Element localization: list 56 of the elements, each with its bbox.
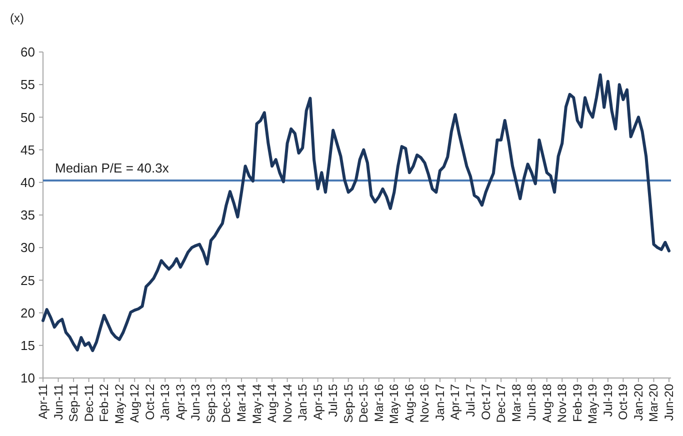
ref-line-label: Median P/E = 40.3x xyxy=(55,160,170,176)
x-tick-label: Sep-13 xyxy=(204,384,218,423)
x-tick-label: Nov-14 xyxy=(280,384,294,423)
y-tick-label: 20 xyxy=(20,305,35,320)
x-tick-label: Jan-17 xyxy=(432,384,447,421)
y-tick-label: 10 xyxy=(20,370,35,386)
y-tick-label: 40 xyxy=(20,174,35,190)
y-tick-label: 35 xyxy=(20,208,35,223)
x-tick-label: Dec-11 xyxy=(82,384,96,422)
x-tick-label: Jan-13 xyxy=(158,384,172,421)
x-tick-label: Oct-19 xyxy=(616,384,630,420)
x-tick-label: Mar-18 xyxy=(509,384,524,422)
x-tick-label: Feb-12 xyxy=(97,384,112,422)
y-axis-title: (x) xyxy=(10,11,24,25)
x-tick-label: Oct-12 xyxy=(142,384,157,420)
x-tick-label: Apr-17 xyxy=(448,384,462,420)
x-tick-label: Dec-15 xyxy=(356,384,371,423)
line-series xyxy=(42,73,670,352)
x-tick-label: Apr-13 xyxy=(173,384,188,420)
x-tick-label: Feb-19 xyxy=(570,384,584,422)
x-tick-label: Mar-20 xyxy=(646,384,661,422)
x-tick-label: Aug-14 xyxy=(265,384,280,423)
y-tick-label: 15 xyxy=(20,338,35,353)
x-tick-label: Jun-13 xyxy=(188,384,203,421)
y-tick-label: 50 xyxy=(20,110,35,125)
x-tick-label: Oct-17 xyxy=(478,384,493,420)
x-tick-label: Jul-19 xyxy=(600,384,615,417)
x-tick-label: Mar-16 xyxy=(372,384,386,422)
x-tick-label: Aug-18 xyxy=(540,384,554,423)
y-tick-label: 30 xyxy=(20,240,35,256)
x-tick-label: Jun-20 xyxy=(662,384,676,421)
y-tick-label: 55 xyxy=(20,77,35,92)
x-tick-label: May-19 xyxy=(586,384,600,424)
x-tick-label: Jun-11 xyxy=(51,384,66,420)
x-tick-label: May-12 xyxy=(112,384,126,424)
x-tick-label: May-16 xyxy=(387,384,402,424)
x-tick-label: Sep-15 xyxy=(341,384,356,423)
x-tick-label: Dec-17 xyxy=(494,384,508,423)
x-tick-label: Sep-11 xyxy=(66,384,81,422)
x-tick-label: Jan-15 xyxy=(296,384,310,421)
x-tick-label: Jul-15 xyxy=(326,384,340,417)
y-tick-label: 45 xyxy=(20,142,35,158)
x-tick-label: Apr-11 xyxy=(36,384,50,420)
x-tick-label: Dec-13 xyxy=(219,384,234,423)
x-tick-label: Aug-12 xyxy=(128,384,142,423)
x-tick-label: Mar-14 xyxy=(234,384,248,422)
x-tick-label: Jun-18 xyxy=(524,384,539,421)
x-tick-label: Nov-18 xyxy=(555,384,570,423)
x-tick-label: May-14 xyxy=(250,384,264,424)
x-tick-label: Apr-15 xyxy=(310,384,325,420)
y-tick-label: 60 xyxy=(20,44,35,60)
y-tick-label: 25 xyxy=(20,272,35,288)
x-tick-label: Aug-16 xyxy=(402,384,416,423)
x-tick-label: Jan-20 xyxy=(631,384,646,421)
x-tick-label: Nov-16 xyxy=(418,384,432,423)
x-tick-label: Jul-17 xyxy=(464,384,478,417)
